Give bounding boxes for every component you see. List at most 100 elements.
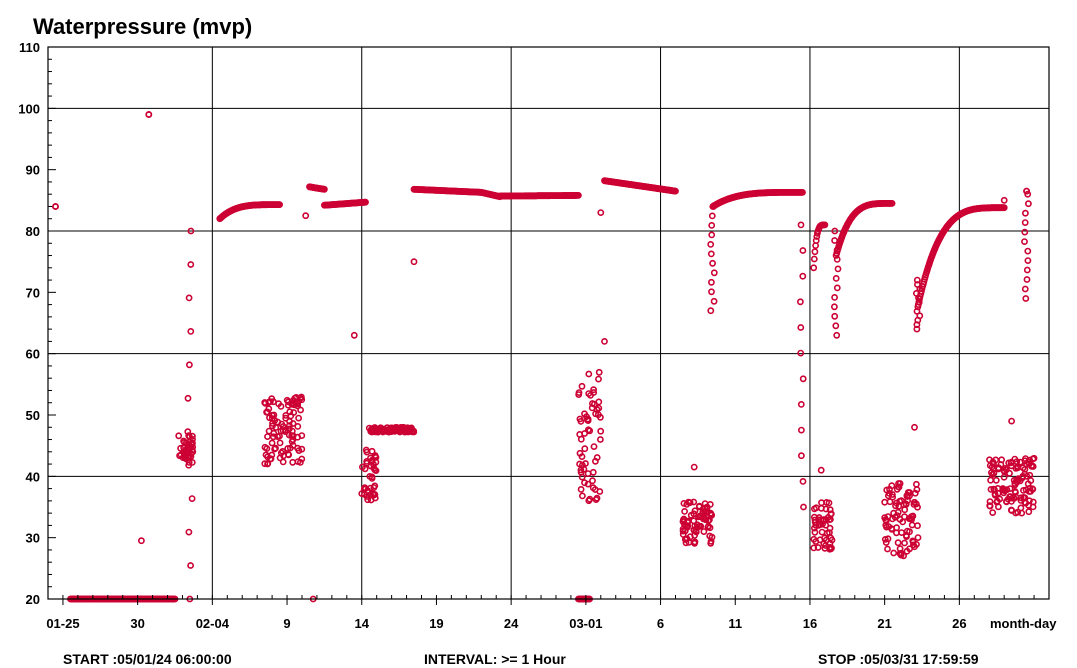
data-point — [708, 221, 716, 229]
data-point — [578, 453, 586, 460]
data-point — [282, 411, 290, 419]
data-point — [683, 500, 691, 508]
data-point — [914, 503, 921, 511]
start-label: START :05/01/24 06:00:00 — [63, 651, 232, 667]
data-point — [1024, 458, 1032, 466]
data-point — [707, 537, 715, 545]
data-point — [1029, 503, 1037, 511]
data-point — [817, 466, 825, 474]
data-point — [995, 465, 1002, 473]
data-point — [797, 324, 805, 331]
data-point — [350, 331, 358, 339]
data-point — [1012, 464, 1020, 472]
data-point — [834, 265, 842, 273]
x-tick-label: 11 — [728, 616, 742, 631]
data-point — [597, 427, 605, 435]
y-tick-label: 40 — [26, 469, 40, 484]
data-point — [911, 423, 918, 431]
data-point — [272, 424, 280, 431]
x-tick-label: 14 — [355, 616, 370, 631]
data-point — [833, 331, 841, 339]
data-point — [672, 187, 679, 195]
data-point — [268, 422, 276, 430]
data-point — [994, 484, 1002, 492]
data-point — [821, 221, 829, 229]
data-point — [699, 508, 707, 516]
data-point — [1021, 457, 1029, 465]
data-point — [881, 498, 889, 506]
data-point — [833, 284, 841, 292]
data-point — [370, 484, 378, 491]
data-point — [1000, 204, 1008, 212]
data-point — [811, 528, 819, 536]
data-point — [708, 278, 715, 286]
data-point — [585, 370, 593, 378]
data-point — [708, 212, 716, 220]
data-point — [267, 455, 275, 463]
data-point — [898, 497, 905, 504]
data-point — [188, 495, 196, 502]
data-point — [1017, 504, 1025, 512]
data-point — [811, 248, 819, 256]
data-point — [187, 562, 194, 569]
data-point — [296, 458, 304, 466]
data-point — [370, 461, 377, 468]
data-point — [898, 529, 905, 536]
chart-title: Waterpressure (mvp) — [33, 14, 252, 39]
x-axis: 01-25 30 02-04 9 14 19 24 03-01 6 11 16 21 26 — [46, 595, 1050, 631]
data-point — [145, 111, 153, 118]
grid — [48, 47, 1049, 599]
data-point — [797, 298, 804, 306]
data-point — [584, 470, 592, 477]
data-point — [368, 447, 376, 455]
data-point — [1008, 417, 1015, 425]
data-point — [276, 201, 283, 208]
data-point — [694, 523, 701, 531]
data-point — [799, 188, 806, 196]
data-point — [914, 522, 921, 530]
data-point — [271, 416, 279, 424]
data-point — [822, 505, 830, 513]
data-point — [1021, 219, 1029, 226]
data-point — [681, 507, 688, 515]
data-point — [1025, 508, 1033, 516]
data-point — [886, 485, 893, 493]
data-point — [581, 445, 589, 453]
data-point — [1029, 463, 1037, 470]
data-point — [294, 422, 302, 430]
data-point — [185, 432, 193, 440]
data-point — [1018, 509, 1026, 517]
data-point — [894, 539, 902, 547]
data-point — [1006, 485, 1014, 492]
data-point — [1003, 498, 1010, 506]
y-tick-label: 110 — [19, 40, 40, 55]
data-point — [706, 524, 714, 532]
data-point — [187, 327, 195, 335]
data-point — [695, 513, 702, 521]
data-point — [913, 276, 921, 284]
data-point — [584, 480, 592, 488]
data-point — [372, 467, 380, 474]
data-point — [913, 289, 920, 297]
data-point — [691, 507, 699, 515]
y-tick-label: 80 — [26, 224, 40, 239]
data-point — [1020, 486, 1027, 494]
y-tick-label: 70 — [26, 285, 40, 300]
data-point — [1014, 476, 1022, 484]
data-point — [908, 516, 915, 523]
x-tick-label: 03-01 — [569, 616, 602, 631]
data-point — [276, 454, 284, 462]
data-point — [268, 439, 276, 447]
data-point — [292, 393, 300, 401]
data-point — [288, 400, 296, 408]
data-point — [286, 444, 294, 452]
x-tick-label: 26 — [952, 616, 966, 631]
data-point — [182, 439, 190, 447]
data-point — [991, 486, 998, 493]
data-point — [590, 389, 598, 396]
data-point — [1024, 247, 1032, 255]
data-point — [882, 539, 890, 546]
data-point — [812, 237, 820, 244]
x-axis-label: month-day — [990, 616, 1057, 631]
data-point — [690, 463, 698, 471]
